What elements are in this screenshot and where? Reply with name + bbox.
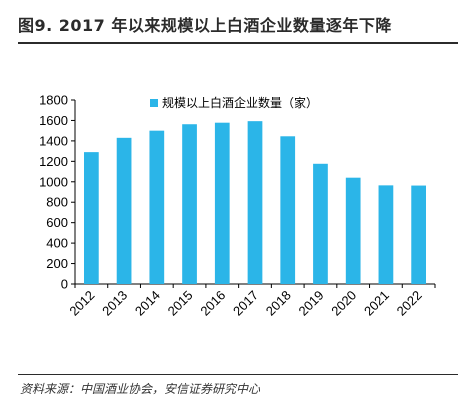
y-tick-label: 1800 bbox=[39, 93, 68, 108]
chart-area: 0 200 400 600 800 1000 1200 1400 1600 1800 2012 20… bbox=[0, 44, 467, 374]
legend-label: 规模以上白酒企业数量（家） bbox=[162, 95, 318, 110]
y-tick-label: 800 bbox=[46, 195, 68, 210]
x-tick-label: 2014 bbox=[132, 288, 163, 319]
y-tick-label: 400 bbox=[46, 236, 68, 251]
bar-2017 bbox=[247, 121, 263, 284]
x-tick-label: 2012 bbox=[66, 288, 97, 319]
y-tick-label: 1600 bbox=[39, 113, 68, 128]
bar-2016 bbox=[214, 122, 230, 285]
legend: 规模以上白酒企业数量（家） bbox=[150, 95, 318, 110]
y-tick-label: 600 bbox=[46, 215, 68, 230]
bar-2019 bbox=[313, 163, 328, 284]
x-tick-label: 2016 bbox=[197, 288, 228, 319]
bar-2020 bbox=[345, 177, 361, 284]
bar-2018 bbox=[280, 136, 296, 284]
bar-2012 bbox=[84, 152, 99, 284]
x-tick-label: 2013 bbox=[99, 288, 130, 319]
x-tick-label: 2021 bbox=[361, 288, 392, 319]
bar-2015 bbox=[182, 124, 197, 284]
title-divider bbox=[18, 42, 458, 44]
y-tick-label: 1400 bbox=[39, 133, 68, 148]
chart-title: 图9. 2017 年以来规模以上白酒企业数量逐年下降 bbox=[18, 16, 392, 35]
x-axis: 2012 2013 2014 2015 2016 2017 2018 2019 2020 2021… bbox=[66, 283, 436, 319]
y-tick-label: 0 bbox=[61, 277, 68, 292]
y-axis: 0 200 400 600 800 1000 1200 1400 1600 1800 bbox=[39, 93, 76, 292]
bars bbox=[84, 121, 426, 285]
x-tick-label: 2022 bbox=[394, 288, 425, 319]
footer-divider bbox=[18, 374, 458, 375]
title-bar: 图9. 2017 年以来规模以上白酒企业数量逐年下降 bbox=[18, 12, 458, 42]
x-tick-label: 2017 bbox=[230, 288, 261, 319]
bar-2013 bbox=[116, 137, 132, 284]
y-tick-label: 200 bbox=[46, 256, 68, 271]
bar-2014 bbox=[149, 130, 165, 284]
y-tick-label: 1000 bbox=[39, 174, 68, 189]
source-note: 资料来源：中国酒业协会，安信证券研究中心 bbox=[20, 382, 261, 396]
y-tick-label: 1200 bbox=[39, 154, 68, 169]
x-tick-label: 2020 bbox=[328, 288, 359, 319]
x-tick-label: 2019 bbox=[296, 288, 327, 319]
bar-2021 bbox=[378, 185, 394, 284]
legend-swatch bbox=[150, 99, 158, 107]
x-tick-label: 2018 bbox=[263, 288, 294, 319]
bar-2022 bbox=[411, 185, 426, 284]
x-tick-label: 2015 bbox=[165, 288, 196, 319]
